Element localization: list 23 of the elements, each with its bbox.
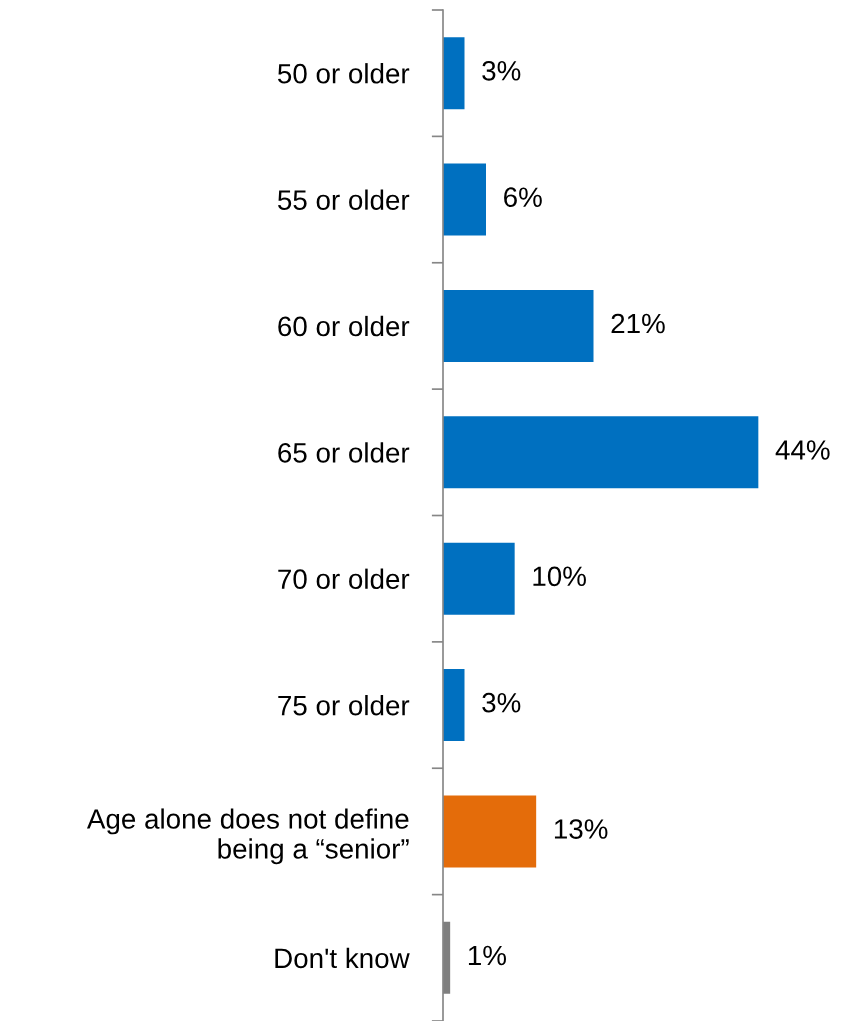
data-label: 21% (611, 313, 665, 334)
bar (443, 163, 486, 236)
y-tick-label: 50 or older (277, 63, 410, 84)
bar (443, 669, 465, 742)
bar (443, 542, 515, 615)
bar (443, 289, 594, 362)
y-tick-label: 70 or older (278, 568, 410, 590)
data-label: 13% (554, 819, 608, 839)
y-tick-label: Don't know (275, 947, 410, 969)
data-label: 44% (775, 440, 830, 460)
data-label: 1% (468, 945, 506, 966)
bar (443, 37, 465, 110)
bar (443, 795, 537, 868)
y-tick-label: Age alone does not define being a “senior” (86, 808, 409, 865)
y-tick-label: 60 or older (278, 315, 410, 337)
y-tick-label: 55 or older (277, 189, 410, 210)
data-label: 10% (533, 566, 586, 587)
data-label: 6% (504, 187, 542, 208)
data-label: 3% (482, 692, 521, 713)
y-tick-label: 75 or older (278, 695, 410, 716)
bar (443, 416, 759, 489)
y-tick-label: 65 or older (278, 442, 410, 463)
data-label: 3% (482, 60, 521, 81)
